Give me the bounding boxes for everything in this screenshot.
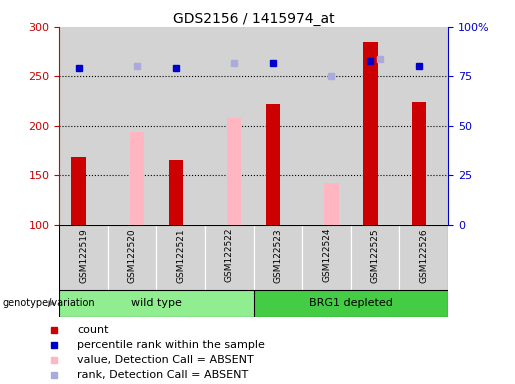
Bar <box>411 102 426 225</box>
Bar <box>108 27 157 225</box>
Bar <box>227 118 242 225</box>
Text: percentile rank within the sample: percentile rank within the sample <box>77 340 265 350</box>
Bar <box>351 27 400 225</box>
FancyBboxPatch shape <box>108 225 157 290</box>
Text: GSM122525: GSM122525 <box>371 228 380 283</box>
Text: count: count <box>77 326 109 336</box>
Bar <box>363 42 377 225</box>
Bar <box>253 290 448 317</box>
Text: wild type: wild type <box>131 298 182 308</box>
Bar <box>59 290 253 317</box>
Bar <box>266 104 280 225</box>
Title: GDS2156 / 1415974_at: GDS2156 / 1415974_at <box>173 12 334 26</box>
FancyBboxPatch shape <box>253 225 302 290</box>
Text: rank, Detection Call = ABSENT: rank, Detection Call = ABSENT <box>77 370 248 380</box>
Text: GSM122524: GSM122524 <box>322 228 331 282</box>
Text: GSM122523: GSM122523 <box>273 228 282 283</box>
FancyBboxPatch shape <box>59 225 108 290</box>
Text: genotype/variation: genotype/variation <box>3 298 95 308</box>
Bar <box>72 157 86 225</box>
Bar <box>205 27 253 225</box>
Text: GSM122522: GSM122522 <box>225 228 234 282</box>
Bar <box>302 27 351 225</box>
Text: GSM122526: GSM122526 <box>419 228 428 283</box>
FancyBboxPatch shape <box>205 225 253 290</box>
Bar <box>157 27 205 225</box>
Bar <box>253 27 302 225</box>
Text: value, Detection Call = ABSENT: value, Detection Call = ABSENT <box>77 355 254 365</box>
Bar <box>168 161 183 225</box>
Bar <box>130 132 144 225</box>
Bar <box>59 27 108 225</box>
Text: GSM122519: GSM122519 <box>79 228 88 283</box>
FancyBboxPatch shape <box>351 225 400 290</box>
Bar <box>400 27 448 225</box>
FancyBboxPatch shape <box>157 225 205 290</box>
Text: GSM122520: GSM122520 <box>128 228 136 283</box>
Text: BRG1 depleted: BRG1 depleted <box>309 298 393 308</box>
FancyBboxPatch shape <box>400 225 448 290</box>
Text: GSM122521: GSM122521 <box>176 228 185 283</box>
FancyBboxPatch shape <box>302 225 351 290</box>
Bar <box>324 183 339 225</box>
